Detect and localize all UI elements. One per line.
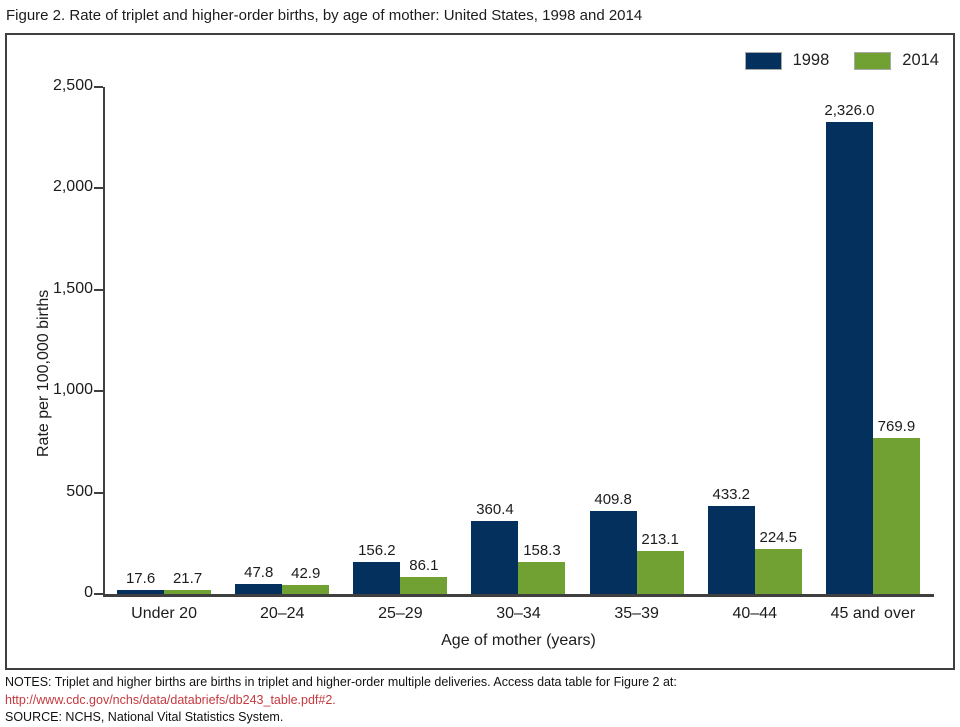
bar-value-label: 158.3 bbox=[523, 541, 561, 559]
legend-item-2014: 2014 bbox=[854, 51, 939, 70]
bar-2014: 21.7 bbox=[164, 570, 212, 594]
x-category-label: 25–29 bbox=[378, 605, 423, 622]
y-tick-label: 2,000 bbox=[52, 178, 93, 196]
x-category-labels: Under 20 20–24 25–29 30–34 35–39 40–44 45 and … bbox=[105, 605, 932, 623]
y-tick bbox=[94, 86, 103, 88]
bar-value-label: 156.2 bbox=[358, 542, 396, 560]
bar-value-label: 42.9 bbox=[291, 565, 321, 583]
notes-line: NOTES: Triplet and higher births are bir… bbox=[5, 675, 677, 689]
bar-value-label: 224.5 bbox=[759, 528, 798, 546]
y-tick bbox=[94, 593, 103, 595]
legend-item-1998: 1998 bbox=[744, 51, 830, 70]
bar-group: 17.6 21.7 bbox=[105, 87, 223, 594]
x-axis-line bbox=[103, 594, 934, 597]
x-axis-title: Age of mother (years) bbox=[441, 632, 596, 649]
bar-1998: 360.4 bbox=[471, 501, 519, 594]
y-tick-label: 500 bbox=[66, 482, 93, 500]
plot-area: 17.6 21.7 47.8 42.9 156.2 86.1 360.4 158.3 409.8… bbox=[105, 87, 932, 594]
legend-swatch-1998 bbox=[744, 51, 782, 70]
x-category-label: 35–39 bbox=[614, 605, 659, 622]
y-tick-label: 1,000 bbox=[52, 381, 93, 399]
bar-value-label: 360.4 bbox=[476, 500, 514, 518]
notes-block: NOTES: Triplet and higher births are bir… bbox=[5, 674, 677, 727]
data-table-link[interactable]: http://www.cdc.gov/nchs/data/databriefs/… bbox=[5, 692, 336, 707]
bar-group: 47.8 42.9 bbox=[223, 87, 341, 594]
legend-swatch-2014 bbox=[854, 51, 892, 70]
x-category-label: 45 and over bbox=[830, 605, 916, 622]
x-category-label: 20–24 bbox=[259, 605, 305, 622]
bar-2014: 86.1 bbox=[400, 557, 448, 594]
bar-1998: 409.8 bbox=[589, 491, 637, 594]
bar-1998: 156.2 bbox=[353, 542, 401, 594]
bar-value-label: 769.9 bbox=[877, 417, 916, 435]
y-tick bbox=[94, 390, 103, 393]
bar-2014: 42.9 bbox=[282, 565, 330, 594]
bar-value-label: 213.1 bbox=[641, 530, 679, 548]
bar-group: 2,326.0 769.9 bbox=[814, 87, 932, 594]
y-tick bbox=[94, 187, 103, 190]
figure-title: Figure 2. Rate of triplet and higher-ord… bbox=[6, 7, 643, 24]
x-category-label: 40–44 bbox=[732, 605, 778, 622]
bar-2014: 224.5 bbox=[754, 529, 802, 594]
legend-label-2014: 2014 bbox=[902, 51, 939, 69]
y-tick bbox=[94, 288, 103, 291]
legend: 1998 2014 bbox=[744, 51, 939, 70]
bar-value-label: 47.8 bbox=[244, 564, 274, 582]
bar-value-label: 433.2 bbox=[712, 486, 751, 504]
x-category-label: 30–34 bbox=[496, 605, 541, 622]
notes-link-line: http://www.cdc.gov/nchs/data/databriefs/… bbox=[5, 692, 677, 710]
x-category-label: Under 20 bbox=[131, 605, 197, 622]
bar-value-label: 2,326.0 bbox=[824, 102, 875, 120]
bar-2014: 213.1 bbox=[636, 531, 684, 594]
chart-frame: 1998 2014 Rate per 100,000 births 0 500 1,… bbox=[5, 33, 955, 670]
y-tick bbox=[94, 491, 103, 494]
bar-group: 156.2 86.1 bbox=[341, 87, 459, 594]
y-tick-label: 2,500 bbox=[52, 77, 93, 94]
bar-group: 433.2 224.5 bbox=[696, 87, 814, 594]
y-tick-label: 1,500 bbox=[52, 279, 93, 297]
bar-value-label: 86.1 bbox=[409, 556, 439, 574]
bar-value-label: 409.8 bbox=[594, 490, 632, 508]
bar-2014: 769.9 bbox=[872, 418, 920, 594]
bar-group: 360.4 158.3 bbox=[459, 87, 577, 594]
bar-1998: 433.2 bbox=[707, 486, 755, 594]
bar-1998: 47.8 bbox=[235, 564, 283, 594]
y-tick-label: 0 bbox=[84, 584, 93, 601]
bar-2014: 158.3 bbox=[518, 542, 566, 594]
bar-group: 409.8 213.1 bbox=[578, 87, 696, 594]
bar-value-label: 17.6 bbox=[125, 570, 156, 588]
legend-label-1998: 1998 bbox=[792, 51, 830, 69]
y-axis-line bbox=[103, 87, 105, 597]
bar-value-label: 21.7 bbox=[172, 569, 203, 587]
bar-1998: 2,326.0 bbox=[824, 102, 874, 594]
bar-1998: 17.6 bbox=[117, 570, 165, 594]
y-axis-title: Rate per 100,000 births bbox=[35, 289, 52, 457]
source-line: SOURCE: NCHS, National Vital Statistics … bbox=[5, 710, 284, 724]
